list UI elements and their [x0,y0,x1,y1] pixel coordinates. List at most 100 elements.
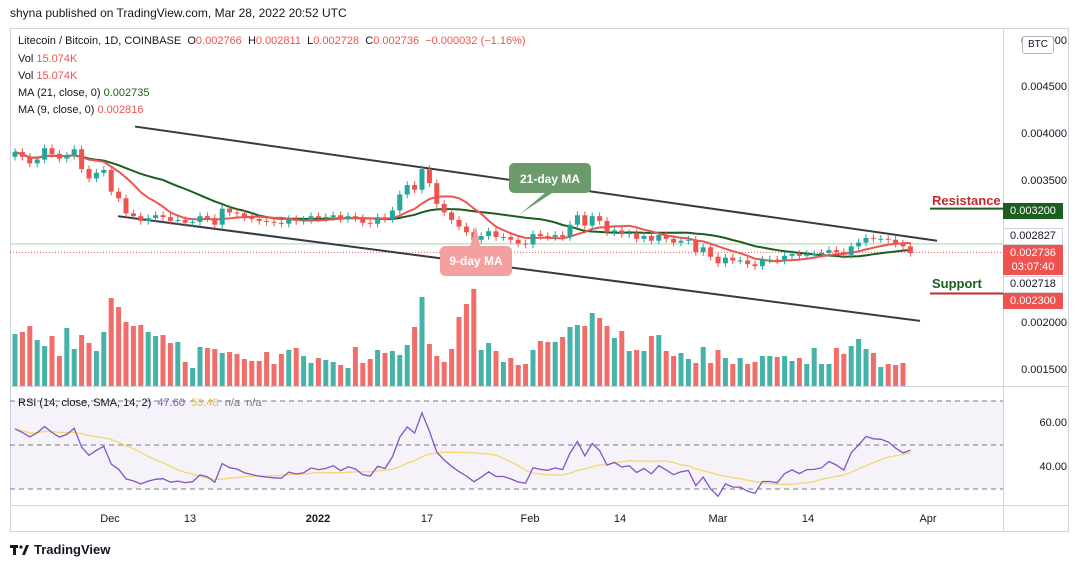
support-annotation[interactable]: Support [932,276,982,291]
volume-bar [515,365,521,386]
candle [56,153,62,159]
ma21-value: 0.002735 [103,87,150,99]
time-tick: 14 [613,513,627,525]
candle [352,216,358,219]
symbol-name[interactable]: Litecoin / Bitcoin, 1D, COINBASE [18,35,182,47]
candle [715,256,721,264]
candle [626,233,632,235]
vol-label: Vol [18,53,34,65]
volume-bar [449,349,455,386]
candle [759,259,765,267]
chart-frame[interactable] [10,28,1069,532]
volume-bar [34,340,40,386]
candle [752,264,758,267]
volume-bar [856,339,862,386]
candle [123,198,129,214]
currency-unit-button[interactable]: BTC [1022,36,1054,54]
volume-bar [885,364,891,386]
ma9-callout-box [440,246,512,276]
candle [101,169,107,173]
volume-bar [722,358,728,386]
candle [863,237,869,243]
pane-divider[interactable] [10,386,1069,387]
volume-bar [774,357,780,386]
time-axis-divider [10,505,1069,506]
volume-bar [197,347,203,386]
candle [197,216,203,222]
candle [426,169,432,184]
ma9-callout-pointer [470,226,480,246]
volume-bar [441,362,447,386]
ma9-legend[interactable]: MA (9, close, 0) 0.002816 [18,104,143,116]
resistance-annotation[interactable]: Resistance [932,193,1001,208]
rsi-tick: 60.00 [1039,417,1067,429]
candle [789,253,795,256]
volume-bar [833,348,839,386]
volume-bar [900,363,906,386]
bar-countdown: 03:07:40 [1011,261,1055,273]
volume-bar [863,349,869,386]
tradingview-logo-icon [10,544,30,556]
volume-bar [530,350,536,386]
time-tick: Dec [100,513,120,525]
candle [227,208,233,213]
candle [641,235,647,239]
candle [500,236,506,238]
volume-bar [685,359,691,386]
candle [293,219,299,221]
volume-bar [604,326,610,386]
candle [138,216,144,221]
candle [634,233,640,239]
rsi-legend[interactable]: RSI (14, close, SMA, 14, 2) 47.60 53.48 … [18,397,261,409]
volume-bar [241,359,247,386]
time-tick: 17 [420,513,434,525]
ma21-legend[interactable]: MA (21, close, 0) 0.002735 [18,87,150,99]
candle [656,235,662,241]
candle [856,242,862,247]
candle [19,152,25,157]
volume-bar [456,317,462,386]
candle [360,218,366,223]
candle [34,159,40,164]
candle [574,215,580,225]
candle [493,231,499,237]
volume-bar [367,359,373,386]
vol-value: 15.074K [36,70,78,82]
volume-bar [848,346,854,386]
candle [678,240,684,243]
candle [796,253,802,256]
rsi-sma-value: 53.48 [191,397,219,409]
volume-bar [212,349,218,386]
candle [434,183,440,204]
tradingview-footer[interactable]: TradingView [10,542,110,557]
candle [345,216,351,220]
time-tick: Feb [520,513,540,525]
candle [530,234,536,245]
vol-legend-2[interactable]: Vol 15.074K [18,70,77,82]
volume-bar [426,344,432,386]
vol-legend-1[interactable]: Vol 15.074K [18,53,77,65]
close-value: 0.002736 [373,35,420,47]
volume-bar [19,332,25,386]
candle [804,253,810,256]
volume-bar [819,364,825,386]
candle [582,215,588,226]
candle [116,191,122,199]
candle [286,219,292,224]
volume-bar [878,367,884,386]
candle [190,221,196,223]
rsi-line [14,411,911,498]
ma21-label: MA (21, close, 0) [18,87,101,99]
volume-bar [804,364,810,386]
price-tick: 0.001500 [1021,364,1067,376]
candle [767,259,773,261]
volume-bar [811,348,817,386]
volume-bar [79,335,85,386]
volume-bar [404,345,410,386]
candle [212,218,218,225]
candle [878,238,884,240]
price-tick: 0.002000 [1021,317,1067,329]
volume-bar [145,332,151,386]
volume-bar [671,356,677,386]
